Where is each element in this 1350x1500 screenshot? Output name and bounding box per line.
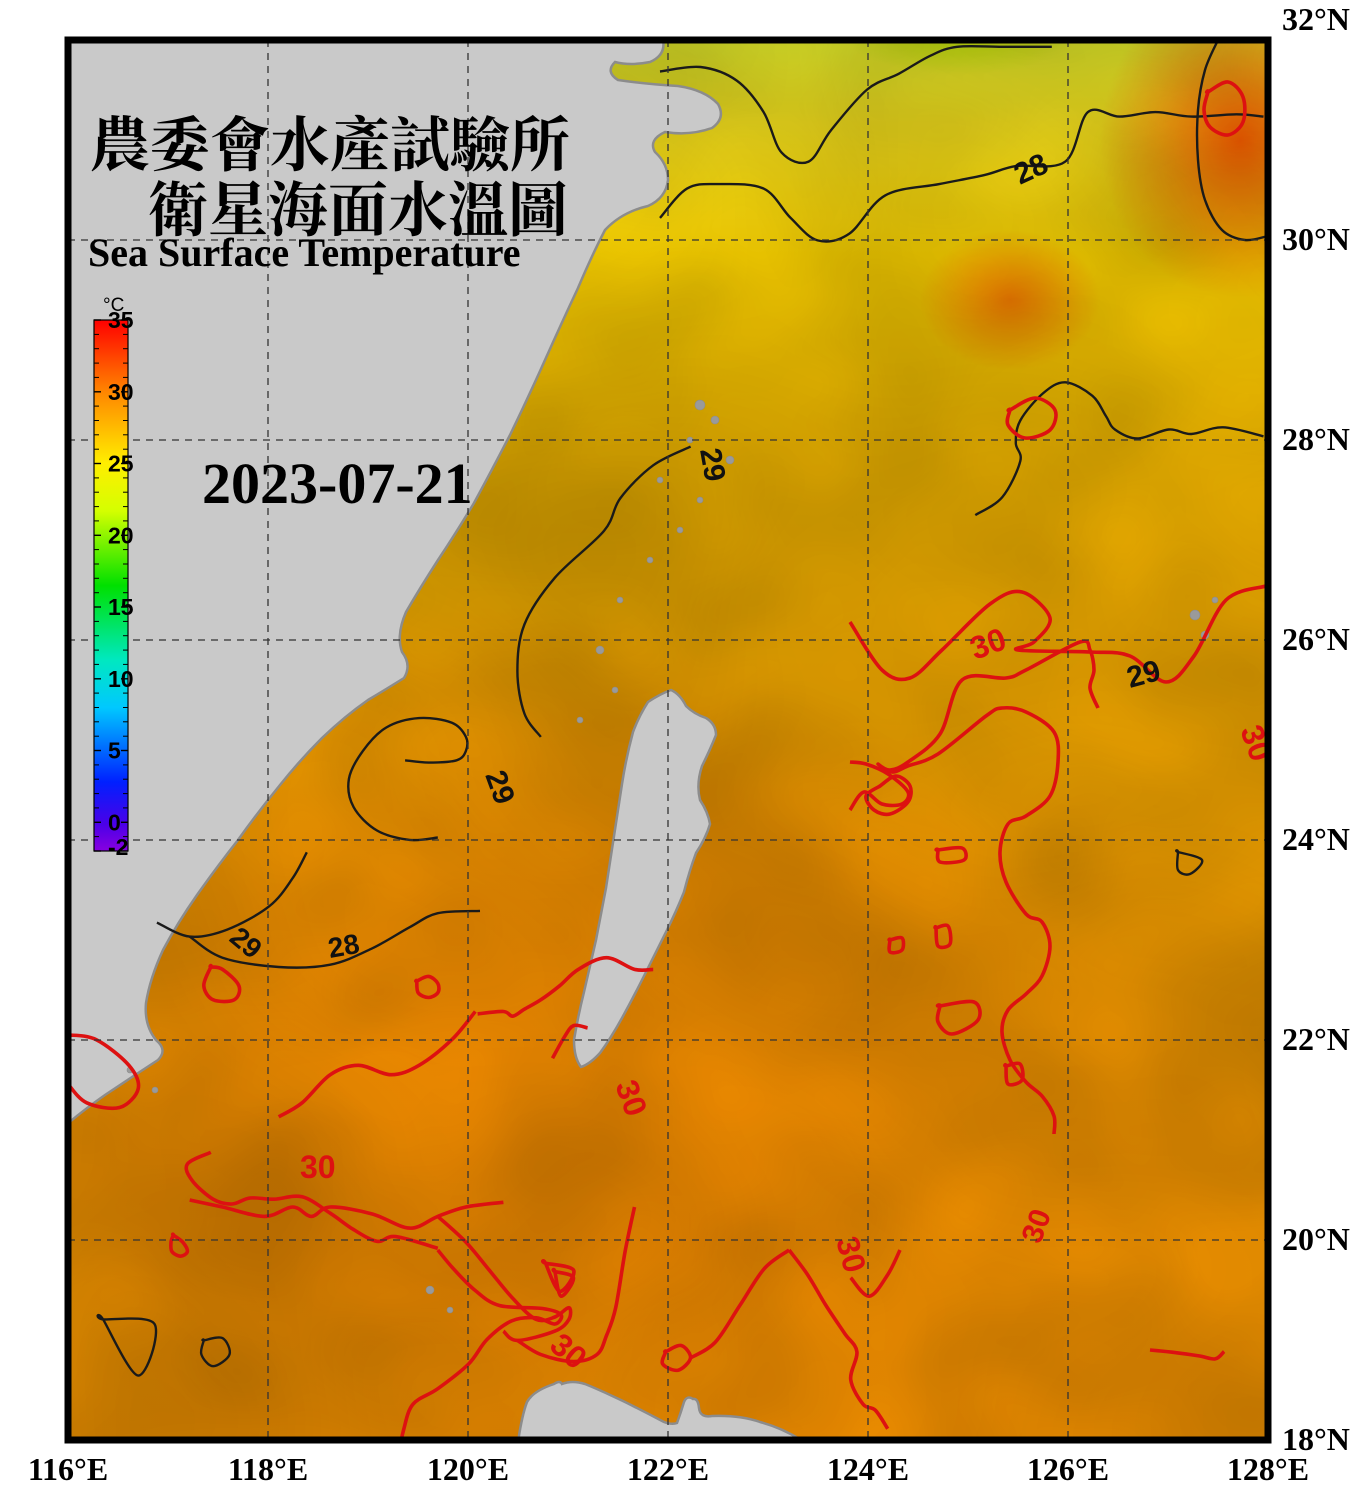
- svg-text:22°N: 22°N: [1282, 1021, 1350, 1057]
- svg-text:124°E: 124°E: [827, 1451, 909, 1487]
- svg-text:2023-07-21: 2023-07-21: [202, 451, 473, 516]
- svg-text:20°N: 20°N: [1282, 1221, 1350, 1257]
- svg-text:116°E: 116°E: [28, 1451, 108, 1487]
- svg-text:20: 20: [108, 522, 134, 548]
- svg-text:24°N: 24°N: [1282, 821, 1350, 857]
- svg-text:-2: -2: [108, 834, 128, 860]
- svg-text:30: 30: [300, 1149, 336, 1185]
- svg-text:32°N: 32°N: [1282, 1, 1350, 37]
- svg-text:28°N: 28°N: [1282, 421, 1350, 457]
- svg-text:118°E: 118°E: [228, 1451, 308, 1487]
- svg-text:25: 25: [108, 451, 134, 477]
- svg-text:Sea Surface Temperature: Sea Surface Temperature: [88, 230, 521, 275]
- svg-text:30°N: 30°N: [1282, 221, 1350, 257]
- svg-text:29: 29: [693, 445, 731, 484]
- svg-text:120°E: 120°E: [427, 1451, 509, 1487]
- svg-text:0: 0: [108, 809, 121, 835]
- svg-text:28: 28: [326, 928, 362, 964]
- svg-text:35: 35: [108, 307, 134, 333]
- svg-text:30: 30: [108, 379, 134, 405]
- svg-text:5: 5: [108, 738, 121, 764]
- svg-text:18°N: 18°N: [1282, 1421, 1350, 1457]
- svg-text:15: 15: [108, 594, 134, 620]
- svg-text:10: 10: [108, 666, 134, 692]
- svg-text:122°E: 122°E: [627, 1451, 709, 1487]
- svg-text:26°N: 26°N: [1282, 621, 1350, 657]
- svg-text:126°E: 126°E: [1027, 1451, 1109, 1487]
